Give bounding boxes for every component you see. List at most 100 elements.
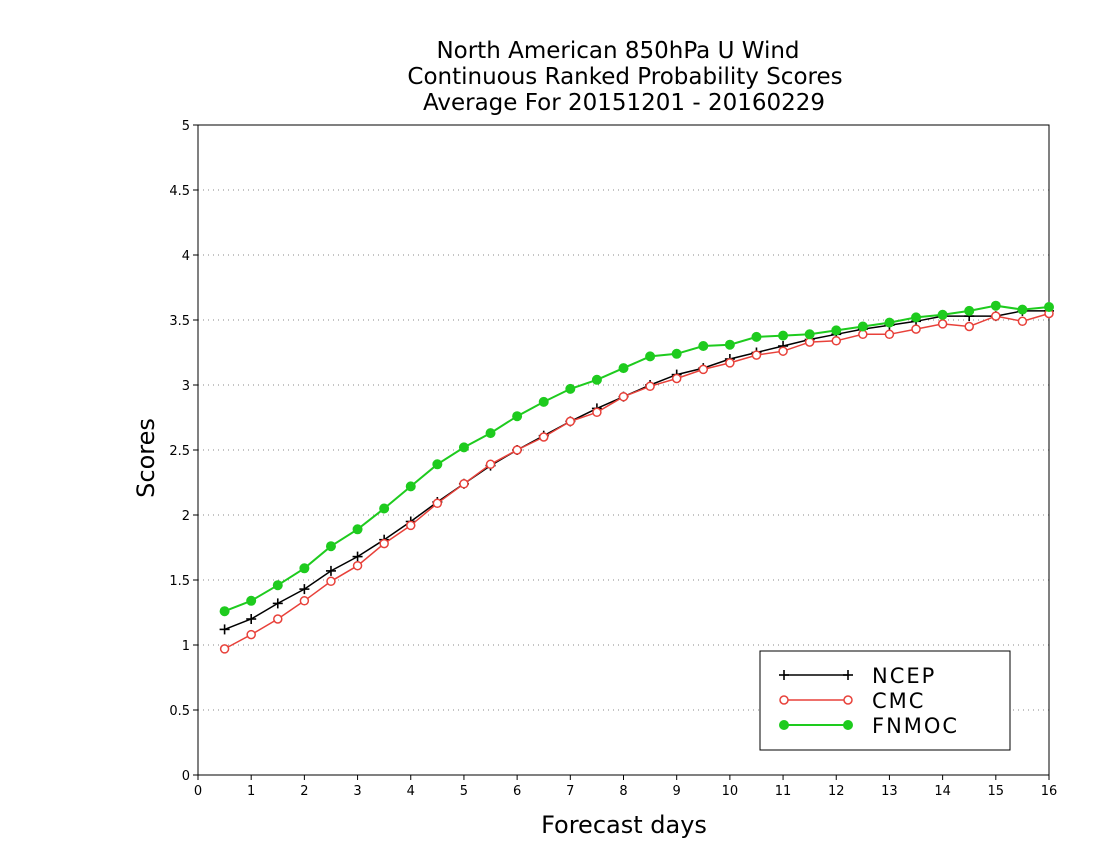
data-point-cmc [804, 337, 815, 347]
data-point-cmc [485, 459, 496, 470]
data-point-fnmoc [778, 330, 789, 341]
x-axis-label: Forecast days [541, 811, 707, 839]
data-point-fnmoc [618, 363, 629, 374]
data-point-fnmoc [565, 383, 576, 394]
data-point-ncep [325, 565, 336, 576]
data-point-fnmoc [671, 348, 682, 359]
data-point-fnmoc [911, 312, 922, 323]
series-line-cmc [224, 312, 1050, 650]
series-fnmoc [219, 300, 1054, 617]
axis-ticks: 00.511.522.533.544.550 1 2 3 4 5 6 7 8 9 10 11 12 13 1… [169, 119, 1057, 799]
series-line-fnmoc [224, 304, 1050, 613]
y-tick-label: 2 [182, 509, 190, 524]
legend-marker [843, 695, 853, 705]
data-point-fnmoc [857, 321, 868, 332]
legend-item-fnmoc: FNMOC [779, 714, 959, 738]
data-point-ncep [246, 614, 257, 624]
series-line-ncep [224, 310, 1049, 631]
y-tick-label: 0 [182, 769, 190, 784]
x-tick-label: 6 [513, 784, 521, 799]
data-point-cmc [406, 520, 416, 531]
data-point-fnmoc [512, 411, 523, 422]
data-point-cmc [884, 329, 895, 340]
chart-title-line-2: Continuous Ranked Probability Scores [407, 64, 842, 90]
x-tick-label: 12 [828, 784, 845, 799]
data-point-cmc [618, 391, 629, 402]
data-point-fnmoc [645, 351, 656, 362]
series-layer [219, 300, 1054, 654]
data-point-cmc [698, 364, 709, 375]
series-ncep [219, 305, 1054, 635]
data-point-fnmoc [405, 481, 416, 492]
data-point-fnmoc [804, 329, 815, 340]
data-point-cmc [273, 614, 283, 624]
data-point-cmc [725, 358, 735, 368]
legend-label: FNMOC [872, 714, 959, 738]
data-point-cmc [299, 596, 310, 606]
data-point-fnmoc [937, 309, 948, 320]
data-point-fnmoc [698, 341, 709, 351]
data-point-fnmoc [272, 580, 283, 591]
data-point-cmc [911, 324, 921, 334]
y-tick-label: 3 [182, 379, 190, 394]
data-point-fnmoc [990, 300, 1001, 311]
legend-marker [779, 670, 789, 680]
data-point-ncep [352, 551, 363, 562]
y-tick-label: 1 [182, 639, 190, 654]
data-point-fnmoc [352, 524, 363, 535]
x-tick-label: 9 [673, 784, 681, 799]
series-cmc [219, 308, 1054, 654]
data-point-cmc [538, 432, 549, 442]
x-tick-label: 1 [247, 784, 255, 799]
data-point-fnmoc [1044, 302, 1054, 312]
data-point-cmc [964, 321, 974, 332]
legend-label: CMC [872, 689, 925, 713]
y-tick-label: 0.5 [169, 704, 190, 719]
data-point-fnmoc [1017, 304, 1028, 315]
data-point-cmc [432, 498, 443, 509]
data-point-cmc [379, 538, 389, 549]
y-axis-label: Scores [132, 418, 160, 498]
data-point-fnmoc [751, 331, 762, 342]
y-tick-label: 2.5 [169, 444, 190, 459]
legend-item-cmc: CMC [779, 689, 925, 713]
x-tick-label: 8 [619, 784, 627, 799]
y-tick-label: 4.5 [169, 184, 190, 199]
x-tick-label: 11 [775, 784, 792, 799]
x-tick-label: 13 [881, 784, 898, 799]
data-point-fnmoc [432, 459, 443, 470]
data-point-fnmoc [246, 595, 257, 606]
x-tick-label: 14 [934, 784, 951, 799]
data-point-cmc [937, 319, 948, 329]
chart-title-line-3: Average For 20151201 - 20160229 [423, 90, 825, 116]
data-point-fnmoc [964, 305, 975, 316]
y-tick-label: 4 [182, 249, 190, 264]
data-point-fnmoc [485, 428, 496, 439]
y-tick-label: 1.5 [169, 574, 190, 589]
x-tick-label: 3 [353, 784, 361, 799]
data-point-cmc [671, 373, 682, 384]
x-tick-label: 10 [722, 784, 739, 799]
data-point-fnmoc [299, 563, 310, 574]
x-tick-label: 16 [1041, 784, 1058, 799]
legend-item-ncep: NCEP [779, 664, 936, 688]
chart-title-line-1: North American 850hPa U Wind [436, 38, 799, 64]
grid-lines [198, 124, 1049, 711]
data-point-cmc [246, 629, 256, 640]
data-point-fnmoc [379, 503, 390, 514]
data-point-cmc [459, 479, 469, 489]
data-point-fnmoc [831, 325, 842, 336]
data-point-fnmoc [325, 541, 336, 552]
data-point-fnmoc [724, 339, 735, 350]
y-tick-label: 5 [182, 119, 190, 134]
data-point-cmc [778, 346, 788, 356]
data-point-cmc [831, 336, 841, 346]
data-point-ncep [219, 624, 230, 635]
data-point-cmc [219, 644, 230, 654]
x-tick-label: 2 [300, 784, 308, 799]
legend-label: NCEP [872, 664, 936, 688]
data-point-fnmoc [219, 606, 230, 617]
data-point-cmc [326, 576, 336, 587]
